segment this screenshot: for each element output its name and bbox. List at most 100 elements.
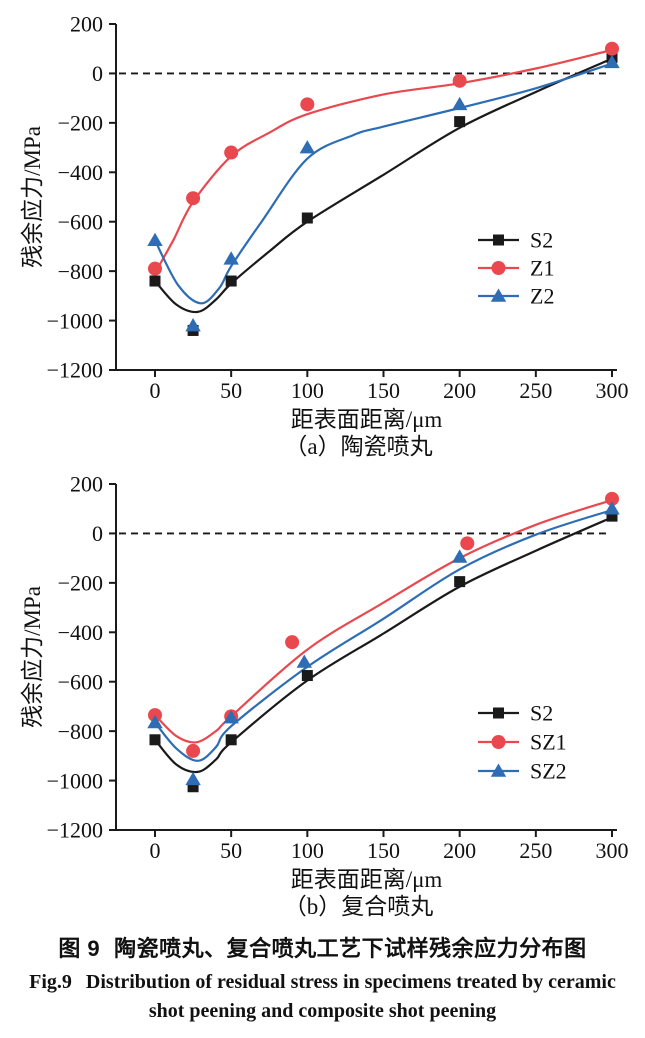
- series-Z2-points: [147, 54, 620, 332]
- S2-marker: [454, 116, 466, 128]
- x-tick-label: 150: [367, 378, 400, 403]
- y-tick-label: −600: [58, 669, 103, 694]
- x-tick-label: 50: [220, 378, 242, 403]
- x-tick-label: 200: [443, 378, 476, 403]
- figure-caption-en-text: Distribution of residual stress in speci…: [85, 971, 616, 993]
- SZ2-marker: [604, 501, 620, 515]
- legend-label-S2: S2: [530, 701, 553, 726]
- figure-caption-zh-text: 陶瓷喷丸、复合喷丸工艺下试样残余应力分布图: [114, 936, 587, 961]
- Z2-marker: [147, 232, 163, 247]
- legend-marker-Z2: [490, 288, 507, 302]
- panel-caption: （b）复合喷丸: [284, 894, 434, 919]
- figure-caption-block: 图 9 陶瓷喷丸、复合喷丸工艺下试样残余应力分布图 Fig.9 Distributi…: [0, 931, 645, 1023]
- SZ2-marker: [451, 549, 468, 563]
- y-axis-title: 残余应力/MPa: [20, 126, 45, 268]
- x-tick-label: 250: [519, 378, 552, 403]
- S2-marker: [225, 734, 237, 746]
- figure-caption-en-line1: Fig.9 Distribution of residual stress in …: [0, 971, 645, 994]
- figure-caption-en-line2: shot peening and composite shot peening: [148, 1000, 497, 1022]
- Z1-marker: [452, 73, 467, 88]
- axes: 200 0 −200 −400 −600 −800 −1000 −1200 0 50 100 150 2…: [47, 12, 629, 403]
- Z2-marker: [223, 251, 239, 265]
- y-tick-label: −200: [58, 571, 103, 596]
- y-tick-label: −200: [58, 111, 103, 136]
- x-tick-label: 300: [596, 378, 629, 403]
- SZ2-marker: [147, 714, 163, 729]
- y-tick-label: −800: [58, 719, 103, 744]
- Z1-marker: [605, 41, 619, 56]
- S2-marker: [187, 781, 199, 793]
- x-tick-label: 0: [150, 838, 161, 863]
- x-tick-label: 250: [519, 838, 552, 863]
- x-tick-label: 50: [220, 838, 242, 863]
- x-axis-title: 距表面距离/μm: [291, 407, 443, 432]
- legend-marker-Z1: [491, 261, 506, 275]
- Z2-marker: [451, 96, 468, 111]
- x-tick-label: 100: [291, 838, 324, 863]
- series-SZ1-curve: [153, 499, 614, 744]
- x-tick-label: 0: [150, 378, 161, 403]
- SZ2-marker: [296, 654, 312, 668]
- legend-marker-SZ1: [491, 735, 506, 749]
- axes: 200 0 −200 −400 −600 −800 −1000 −1200 0 50 100 150 2…: [47, 472, 629, 863]
- Z2-marker: [299, 140, 316, 154]
- y-tick-label: 0: [92, 521, 103, 546]
- y-tick-label: −1200: [47, 818, 103, 843]
- series-Z1-curve: [153, 48, 614, 275]
- legend-label-Z1: Z1: [530, 256, 554, 281]
- legend: S2 Z1 Z2: [478, 228, 554, 309]
- panel-a-chart: 200 0 −200 −400 −600 −800 −1000 −1200 0 50 100 150 2…: [20, 12, 629, 459]
- Z2-marker: [604, 54, 620, 69]
- Z1-marker: [186, 191, 201, 206]
- panel-caption: （a）陶瓷喷丸: [284, 434, 432, 459]
- S2-marker: [454, 576, 466, 588]
- legend-marker-S2: [493, 707, 504, 719]
- legend-label-SZ2: SZ2: [530, 759, 567, 784]
- series-Z1-points: [148, 41, 619, 276]
- x-tick-label: 300: [596, 838, 629, 863]
- S2-marker: [606, 510, 618, 522]
- y-tick-label: −800: [58, 259, 103, 284]
- legend: S2 SZ1 SZ2: [478, 701, 567, 784]
- y-tick-label: −1000: [47, 768, 103, 793]
- figure-caption-zh: 图 9 陶瓷喷丸、复合喷丸工艺下试样残余应力分布图: [0, 931, 645, 963]
- S2-marker: [225, 275, 237, 287]
- S2-marker: [301, 212, 313, 224]
- Z1-marker: [148, 261, 162, 276]
- S2-marker: [149, 734, 161, 746]
- S2-marker: [149, 275, 161, 287]
- y-axis-title: 残余应力/MPa: [20, 586, 45, 728]
- SZ2-marker: [223, 710, 239, 724]
- y-tick-label: 200: [70, 12, 103, 37]
- y-tick-label: 0: [92, 61, 103, 86]
- Z2-marker: [185, 318, 201, 332]
- x-tick-label: 150: [367, 838, 400, 863]
- series-S2-curve: [153, 57, 614, 314]
- y-tick-label: −1200: [47, 358, 103, 383]
- y-tick-label: −400: [58, 160, 103, 185]
- legend-label-SZ1: SZ1: [530, 730, 567, 755]
- panel-b-chart: 200 0 −200 −400 −600 −800 −1000 −1200 0 50 100 150 2…: [20, 472, 629, 919]
- series-SZ2-curve: [153, 508, 614, 762]
- y-tick-label: −1000: [47, 308, 103, 333]
- x-tick-label: 100: [291, 378, 324, 403]
- figure-caption-zh-prefix: 图 9: [58, 936, 101, 961]
- SZ1-marker: [186, 743, 201, 758]
- x-tick-label: 200: [443, 838, 476, 863]
- series-S2-curve: [153, 516, 614, 774]
- legend-marker-SZ2: [490, 763, 507, 777]
- y-tick-label: −600: [58, 209, 103, 234]
- figure-caption-en-prefix: Fig.9: [29, 971, 72, 993]
- SZ1-marker: [460, 536, 475, 551]
- SZ1-marker: [285, 635, 300, 650]
- S2-marker: [301, 670, 313, 682]
- series-SZ2-points: [147, 501, 620, 786]
- legend-label-S2: S2: [530, 228, 553, 253]
- series-Z2-curve: [153, 62, 614, 305]
- Z1-marker: [224, 145, 239, 160]
- x-axis-title: 距表面距离/μm: [291, 867, 443, 892]
- legend-label-Z2: Z2: [530, 284, 554, 309]
- series-S2-points: [149, 510, 618, 793]
- y-tick-label: −400: [58, 620, 103, 645]
